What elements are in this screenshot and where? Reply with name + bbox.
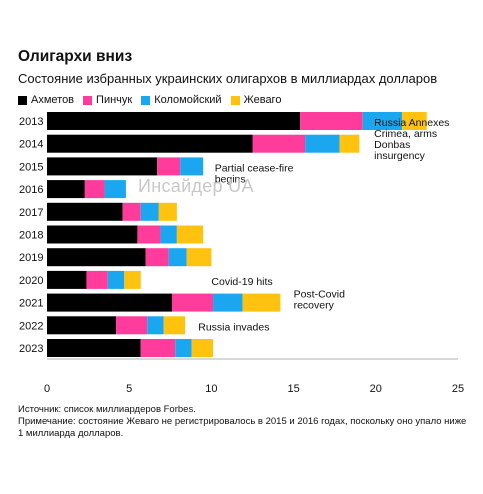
annotation-2-line-0: Covid-19 hits xyxy=(211,276,272,288)
x-tick-label-0: 0 xyxy=(44,383,50,395)
bar-2017-series-0 xyxy=(47,202,123,221)
legend-swatch xyxy=(141,95,151,105)
legend-item-kolomoisky: Коломойский xyxy=(141,94,222,106)
bar-2020-series-1 xyxy=(86,270,108,289)
legend-label: Коломойский xyxy=(154,94,222,106)
bar-2020-series-2 xyxy=(107,270,125,289)
bar-2021-series-0 xyxy=(47,293,172,312)
bar-2015-series-1 xyxy=(157,157,181,176)
bar-2013-series-1 xyxy=(300,112,363,130)
bar-2021-series-1 xyxy=(171,293,214,312)
bar-2022-series-0 xyxy=(47,316,117,335)
bar-2023-series-1 xyxy=(140,339,176,357)
y-tick-label-2015: 2015 xyxy=(19,161,43,173)
y-tick-label-2021: 2021 xyxy=(19,298,43,310)
chart-title: Олигархи вниз xyxy=(18,48,133,65)
y-tick-label-2022: 2022 xyxy=(19,320,43,332)
annotation-1-line-1: begins xyxy=(215,173,246,185)
bar-2018-series-3 xyxy=(176,225,204,244)
bar-2015-series-0 xyxy=(47,157,158,176)
annotation-0-line-0: Russia Annexes xyxy=(374,117,449,129)
legend-label: Пинчук xyxy=(96,94,133,106)
y-tick-label-2018: 2018 xyxy=(19,230,43,242)
bar-2014-series-3 xyxy=(339,134,360,153)
annotation-0-line-1: Crimea, arms xyxy=(374,128,437,140)
legend-swatch xyxy=(83,95,93,105)
bar-chart: 2013201420152016201720182019202020212022… xyxy=(19,112,464,395)
legend-swatch xyxy=(18,95,27,105)
annotation-0-line-2: Donbas xyxy=(374,139,410,151)
legend-item-akhmetov: Ахметов xyxy=(18,94,74,106)
footer-notes: Источник: список миллиардеров Forbes. Пр… xyxy=(18,404,468,440)
legend-label: Ахметов xyxy=(31,94,75,106)
legend: Ахметов Пинчук Коломойский Жеваго xyxy=(18,94,281,106)
bar-2016-series-0 xyxy=(47,180,85,199)
bar-2023-series-2 xyxy=(175,339,192,357)
bar-2017-series-2 xyxy=(140,202,159,221)
x-tick-label-15: 15 xyxy=(287,383,299,395)
legend-item-zhevago: Жеваго xyxy=(230,94,282,106)
annotation-1-line-0: Partial cease-fire xyxy=(215,162,294,174)
chart-subtitle: Состояние избранных украинских олигархов… xyxy=(18,71,438,86)
bar-2019-series-2 xyxy=(168,248,187,267)
bar-2023-series-0 xyxy=(47,339,141,357)
bar-2021-series-3 xyxy=(242,293,281,312)
legend-item-pinchuk: Пинчук xyxy=(83,94,132,106)
bar-2019-series-3 xyxy=(186,248,212,267)
bar-2019-series-0 xyxy=(47,248,146,267)
watermark: Инсайдер UA xyxy=(138,176,254,196)
bar-2018-series-1 xyxy=(137,225,161,244)
bar-2017-series-1 xyxy=(122,202,141,221)
bar-2014-series-0 xyxy=(47,134,253,153)
annotation-3-line-0: Post-Covid xyxy=(294,289,346,301)
x-tick-label-25: 25 xyxy=(452,383,464,395)
bar-2020-series-3 xyxy=(124,270,141,289)
y-tick-label-2020: 2020 xyxy=(19,275,43,287)
bar-2018-series-0 xyxy=(47,225,138,244)
y-tick-label-2016: 2016 xyxy=(19,184,43,196)
annotation-0-line-3: insurgency xyxy=(374,150,426,162)
bar-2016-series-1 xyxy=(84,180,105,199)
bar-2015-series-2 xyxy=(180,157,204,176)
bar-2016-series-2 xyxy=(104,180,126,199)
y-tick-label-2013: 2013 xyxy=(19,116,43,128)
bar-2021-series-2 xyxy=(213,293,243,312)
x-tick-label-10: 10 xyxy=(205,383,217,395)
annotation-4-line-0: Russia invades xyxy=(198,321,269,333)
bar-2013-series-3 xyxy=(402,112,427,130)
bar-2017-series-3 xyxy=(158,202,177,221)
y-tick-label-2023: 2023 xyxy=(19,343,43,355)
bar-2020-series-0 xyxy=(47,270,87,289)
x-tick-label-5: 5 xyxy=(126,383,132,395)
bar-2013-series-0 xyxy=(47,112,301,130)
source-note: Источник: список миллиардеров Forbes. xyxy=(18,404,196,415)
footnote: Примечание: состояние Жеваго не регистри… xyxy=(18,416,467,439)
bar-2014-series-1 xyxy=(252,134,306,153)
y-tick-label-2019: 2019 xyxy=(19,252,43,264)
bar-2022-series-3 xyxy=(163,316,186,335)
bar-2014-series-2 xyxy=(305,134,340,153)
bar-2013-series-2 xyxy=(362,112,403,130)
legend-label: Жеваго xyxy=(243,94,282,106)
bar-2018-series-2 xyxy=(160,225,177,244)
bar-2022-series-2 xyxy=(147,316,164,335)
legend-swatch xyxy=(230,95,240,105)
annotation-3-line-1: recovery xyxy=(294,300,335,312)
y-tick-label-2014: 2014 xyxy=(19,139,43,151)
y-tick-label-2017: 2017 xyxy=(19,207,43,219)
bar-2019-series-1 xyxy=(145,248,169,267)
x-tick-label-20: 20 xyxy=(370,383,382,395)
bar-2022-series-1 xyxy=(116,316,148,335)
bar-2023-series-3 xyxy=(191,339,214,357)
